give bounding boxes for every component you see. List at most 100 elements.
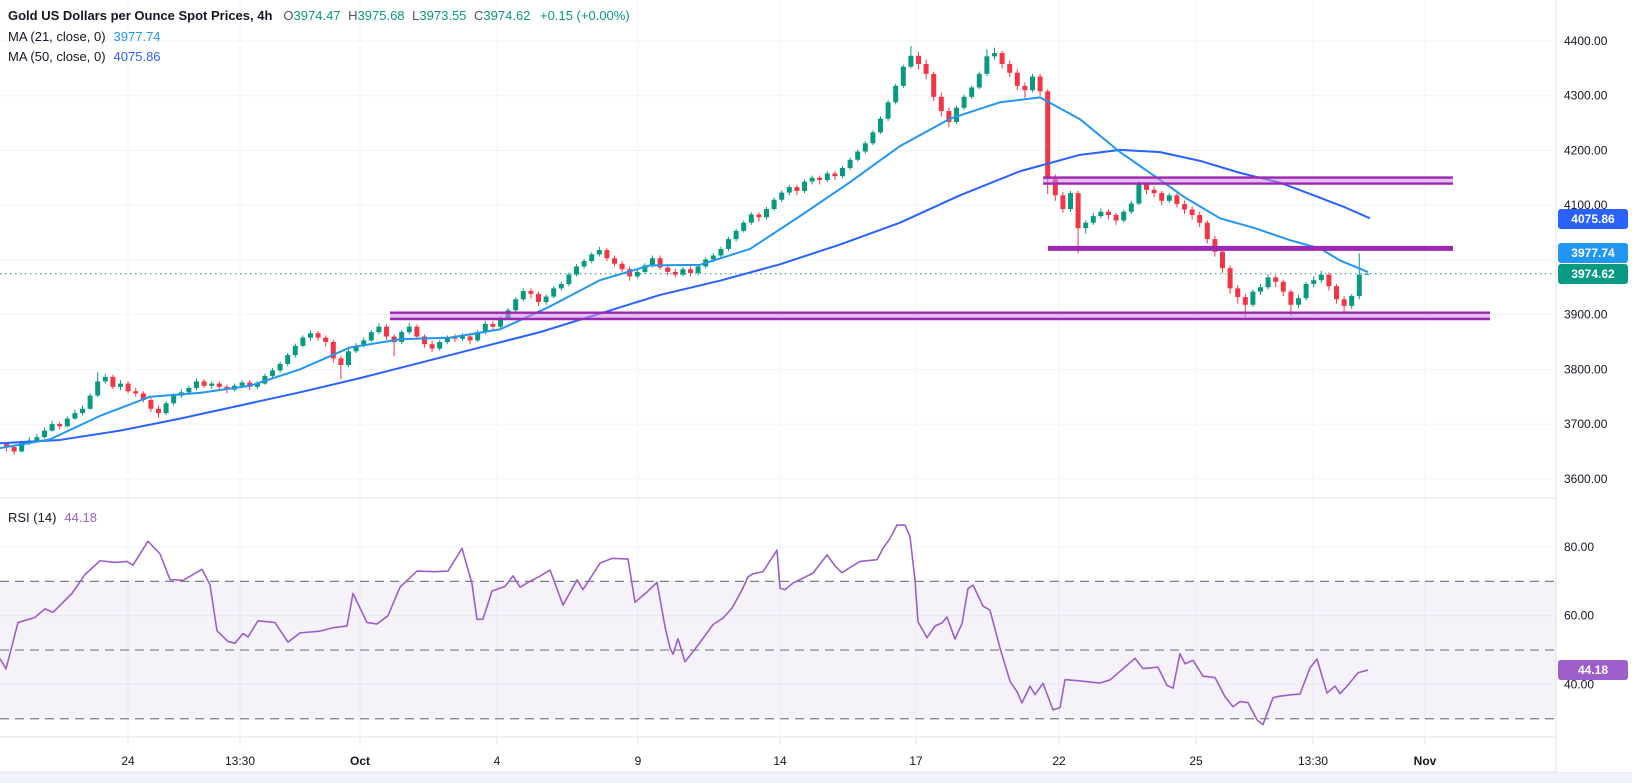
candle	[346, 348, 351, 368]
symbol-legend[interactable]: Gold US Dollars per Ounce Spot Prices, 4…	[8, 8, 630, 23]
open-label: O	[283, 8, 294, 23]
candle	[627, 266, 633, 281]
ma50-value-badge-bg	[1558, 209, 1628, 229]
candle	[1037, 73, 1043, 96]
candle-body	[832, 173, 838, 177]
candle	[1258, 283, 1263, 295]
rsi-legend[interactable]: RSI (14) 44.18	[8, 510, 97, 525]
candle-body	[961, 96, 967, 108]
candle	[581, 258, 587, 269]
candle-body	[726, 239, 731, 249]
time-axis-label: 22	[1052, 754, 1066, 768]
candle	[422, 334, 427, 348]
time-axis-label: 17	[909, 754, 923, 768]
candle	[908, 45, 914, 69]
candle	[726, 236, 731, 252]
candle-body	[102, 377, 108, 382]
candle-body	[254, 383, 260, 387]
candle	[695, 264, 701, 276]
candle	[475, 329, 481, 342]
candle	[1235, 285, 1241, 304]
candle	[680, 267, 686, 277]
candle	[900, 64, 906, 89]
candle	[300, 335, 306, 348]
candle-body	[1288, 291, 1294, 305]
candle	[1197, 211, 1203, 228]
candle	[733, 228, 739, 242]
candle	[1296, 294, 1301, 309]
candle-body	[34, 437, 40, 441]
candlestick-series[interactable]	[4, 45, 1370, 455]
candle	[80, 405, 85, 416]
candle-body	[437, 341, 443, 349]
candle	[399, 329, 405, 345]
rsi-label: RSI (14)	[8, 510, 57, 525]
candle-body	[954, 107, 959, 122]
candle	[429, 340, 435, 352]
candle	[133, 387, 139, 397]
horizontal-ray-upper[interactable]	[1043, 176, 1453, 185]
candle	[140, 391, 146, 403]
time-axis-label: 13:30	[1298, 754, 1328, 768]
candle-body	[209, 383, 215, 386]
candle-body	[1265, 277, 1271, 288]
candle	[102, 373, 108, 384]
candle	[163, 401, 169, 416]
price-axis-label: 4400.00	[1564, 34, 1608, 48]
ma21-legend[interactable]: MA (21, close, 0) 3977.74	[8, 29, 161, 44]
candle	[57, 421, 63, 430]
candle	[558, 281, 564, 291]
candle	[110, 374, 116, 390]
candle-body	[1364, 273, 1370, 275]
candle-body	[1349, 296, 1355, 306]
candle-body	[1182, 204, 1187, 210]
candle	[847, 157, 853, 171]
rsi-value-badge-bg	[1558, 660, 1628, 681]
candle	[330, 339, 336, 363]
candle-body	[460, 336, 465, 339]
ma21-line[interactable]	[0, 96, 1369, 450]
time-axis-label: Oct	[350, 754, 370, 768]
candle-body	[1075, 193, 1081, 229]
horizontal-ray-lower[interactable]	[390, 311, 1490, 321]
candle-body	[87, 395, 93, 409]
price-axis-gutter[interactable]	[1556, 0, 1632, 772]
ma50-value-badge: 4075.86	[1558, 209, 1628, 229]
ma50-legend[interactable]: MA (50, close, 0) 4075.86	[8, 49, 161, 64]
candle	[976, 71, 982, 90]
candle-body	[893, 85, 899, 103]
candle-body	[1113, 215, 1119, 221]
candle-body	[1326, 274, 1332, 287]
candle	[604, 247, 610, 261]
rsi-axis-labels[interactable]: 80.00 60.00 40.00	[1564, 540, 1594, 691]
candle	[878, 116, 883, 135]
candle	[490, 321, 496, 332]
candle	[1030, 73, 1035, 93]
ohlc-readout: O3974.47 H3975.68 L3973.55 C3974.62 +0.1…	[279, 8, 629, 23]
ma50-value-badge-text: 4075.86	[1571, 212, 1615, 226]
candle	[794, 184, 800, 196]
high-label: H	[348, 8, 358, 23]
candle	[809, 175, 815, 185]
candle-body	[900, 66, 906, 86]
candle	[923, 59, 929, 80]
candle-body	[733, 230, 739, 240]
candle-body	[1030, 76, 1035, 91]
candle-body	[1341, 299, 1347, 306]
close-label: C	[474, 8, 484, 23]
candle-body	[262, 375, 268, 384]
time-axis-label: 13:30	[225, 754, 255, 768]
price-axis-labels[interactable]: 4400.00 4300.00 4200.00 4100.00 3900.00 3800.…	[1564, 34, 1608, 486]
candle-body	[1250, 291, 1256, 305]
candle-body	[870, 132, 876, 144]
candle-body	[1151, 189, 1157, 194]
candle	[824, 171, 830, 183]
candle-body	[1220, 251, 1225, 269]
candle-body	[1022, 85, 1028, 91]
candle-body	[315, 333, 321, 338]
ma50-line[interactable]	[0, 148, 1371, 445]
last-price-badge-bg	[1558, 264, 1628, 284]
time-axis[interactable]: 24 13:30 Oct 4 9 14 17 22 25 13:30 Nov	[121, 737, 1437, 768]
rsi-line[interactable]	[0, 524, 1369, 726]
